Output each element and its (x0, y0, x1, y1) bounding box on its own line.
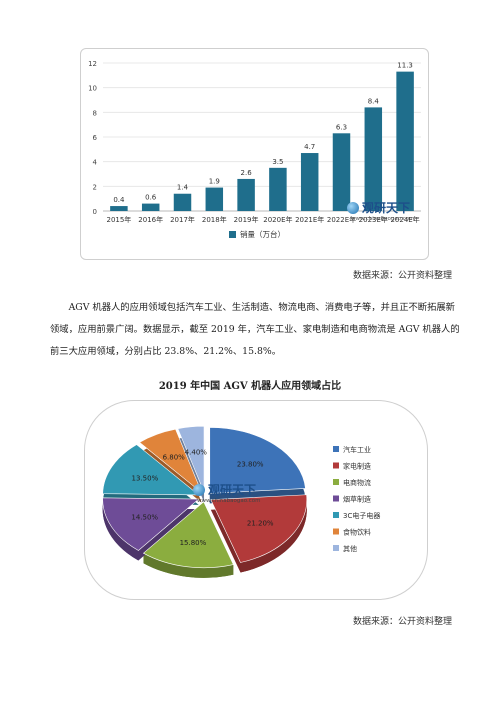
x-tick-label: 2024E年 (390, 215, 419, 224)
bar-value-label: 4.7 (304, 143, 315, 151)
legend-label: 家电制造 (343, 462, 371, 471)
pie-value-label: 6.80% (163, 454, 186, 462)
x-tick-label: 2019年 (234, 215, 259, 224)
bar (300, 153, 319, 211)
pie-slice (102, 497, 200, 551)
legend-swatch (333, 512, 339, 518)
y-tick-label: 8 (93, 109, 97, 117)
legend-swatch (333, 545, 339, 551)
bar (173, 193, 192, 211)
x-tick-label: 2018年 (202, 215, 227, 224)
legend-label: 电商物流 (343, 478, 371, 487)
pie-value-label: 23.80% (237, 460, 264, 468)
pie-value-label: 14.50% (131, 513, 158, 521)
bar-watermark-url: www.chinabaogao.com (351, 216, 415, 222)
legend-swatch (333, 446, 339, 452)
pie-slice-wall (240, 499, 307, 573)
bar (237, 178, 255, 211)
bar-value-label: 1.9 (209, 178, 220, 186)
bar-value-label: 0.4 (113, 196, 125, 204)
pie-value-label: 4.40% (185, 449, 208, 457)
bar-chart-panel: 0 2 4 6 8 10 12 0.4 2015年 0.6 2016年 1.4 2017年 1.9 2018… (80, 48, 429, 260)
y-tick-label: 10 (88, 85, 97, 93)
legend-label: 其他 (343, 544, 357, 553)
bar (364, 107, 383, 211)
legend-label: 食物饮料 (343, 528, 371, 537)
pie-chart-panel: 23.80% 21.20% 15.80% 14.50% 13.50% 6.80% 4.40%… (84, 400, 428, 600)
bar-value-label: 8.4 (368, 97, 380, 105)
bar-value-label: 2.6 (241, 169, 253, 177)
bar (269, 167, 287, 211)
pie-chart: 23.80% 21.20% 15.80% 14.50% 13.50% 6.80%4.40%… (102, 425, 380, 578)
x-tick-label: 2020E年 (263, 215, 292, 224)
x-tick-label: 2015年 (106, 215, 131, 224)
bar-chart: 0 2 4 6 8 10 12 0.4 2015年 0.6 2016年 1.4 2017年 1.9 2018… (88, 60, 421, 239)
legend-label: 烟草制造 (343, 495, 371, 504)
globe-icon (347, 201, 359, 214)
bar-watermark: 观研天下 www.chinabaogao.com (347, 199, 414, 222)
bar-value-label: 0.6 (145, 194, 157, 202)
legend-swatch (333, 479, 339, 485)
legend-swatch (333, 462, 339, 469)
x-tick-label: 2016年 (138, 215, 163, 224)
bar-value-label: 11.3 (397, 62, 413, 70)
pie-source: 数据来源：公开资料整理 (352, 617, 452, 627)
y-tick-label: 6 (93, 134, 98, 142)
globe-icon (193, 483, 205, 496)
legend-swatch (229, 231, 236, 238)
pie-watermark-name: 观研天下 (208, 483, 257, 497)
pie-value-label: 21.20% (247, 520, 274, 528)
x-tick-label: 2017年 (170, 215, 195, 224)
y-tick-label: 12 (88, 60, 97, 68)
bar-value-label: 1.4 (177, 184, 189, 192)
legend-swatch (333, 528, 339, 535)
x-tick-label: 2023E年 (359, 215, 388, 224)
pie-slice (209, 427, 306, 494)
pie-slice (139, 428, 202, 493)
pie-title: 2019 年中国 AGV 机器人应用领域占比 (158, 381, 342, 392)
legend-label: 3C电子电器 (343, 511, 380, 520)
y-tick-label: 2 (93, 183, 97, 191)
bar-value-label: 6.3 (336, 123, 347, 131)
y-tick-label: 4 (93, 159, 98, 167)
legend-swatch (333, 495, 339, 502)
pie-slice (177, 425, 205, 493)
pie-watermark: 观研天下 www.chinabaogao.com (193, 481, 260, 504)
body-paragraph: AGV 机器人的应用领域包括汽车工业、生活制造、物流电商、消费电子等，并且正不断… (50, 297, 460, 363)
pie-slice (210, 494, 308, 563)
pie-value-label: 13.50% (132, 474, 159, 482)
y-tick-label: 0 (93, 208, 97, 216)
x-tick-label: 2022E年 (327, 215, 356, 224)
x-tick-label: 2021E年 (295, 215, 324, 224)
pie-watermark-url: www.chinabaogao.com (197, 498, 261, 504)
pie-slice-wall (143, 553, 234, 578)
bar (332, 133, 351, 211)
bar (396, 71, 414, 211)
legend-label: 销量（万台） (240, 229, 285, 239)
bar (110, 206, 128, 211)
pie-value-label: 15.80% (180, 539, 207, 547)
bar (141, 203, 160, 211)
pie-slice (142, 501, 234, 569)
bar-watermark-name: 观研天下 (362, 201, 411, 215)
body-text: AGV 机器人的应用领域包括汽车工业、生活制造、物流电商、消费电子等，并且正不断… (50, 302, 460, 357)
legend-label: 汽车工业 (343, 445, 371, 454)
bar (205, 187, 224, 211)
bar-source: 数据来源：公开资料整理 (352, 271, 452, 281)
pie-slice (102, 444, 200, 496)
bar-value-label: 3.5 (272, 158, 283, 166)
